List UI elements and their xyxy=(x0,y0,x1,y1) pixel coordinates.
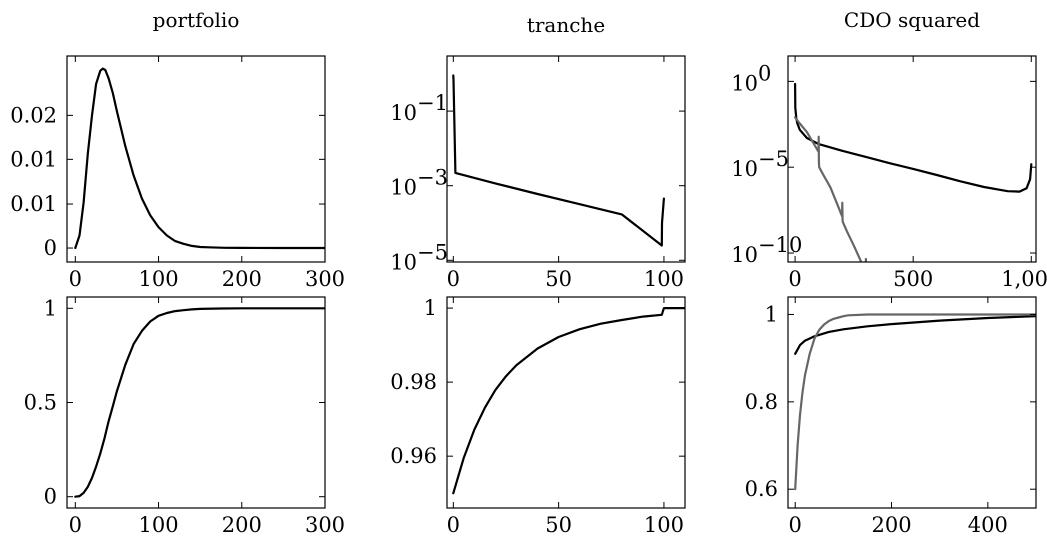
y-tick-exponent: −10 xyxy=(758,233,802,257)
y-tick-label: 0.96 xyxy=(390,444,437,468)
x-tick-label: 50 xyxy=(545,267,572,291)
x-tick-label: 200 xyxy=(222,513,262,537)
y-tick-label: 0 xyxy=(44,485,57,509)
plot-frame xyxy=(787,296,1037,509)
panel-title: portfolio xyxy=(153,8,240,32)
plot-frame xyxy=(66,55,326,263)
x-tick-label: 300 xyxy=(305,513,345,537)
x-tick-label: 0 xyxy=(69,513,82,537)
x-tick-label: 300 xyxy=(305,267,345,291)
x-tick-label: 0 xyxy=(447,513,460,537)
y-tick-label: 10 xyxy=(731,157,758,181)
plot-frame xyxy=(66,296,326,509)
series-line-0 xyxy=(452,74,666,247)
x-tick-label: 0 xyxy=(788,267,801,291)
series-line-0 xyxy=(74,67,325,250)
chart-panel-top-left: portfolio 0 100 200 300 0 0.01 0.01 0.02 xyxy=(10,8,345,291)
series-line-1 xyxy=(794,313,1036,491)
chart-panel-bottom-left: 0 100 200 300 0 0.5 1 xyxy=(24,296,345,537)
panel-title: tranche xyxy=(527,13,605,37)
y-tick-label: 0.98 xyxy=(390,370,437,394)
y-tick-label: 1 xyxy=(44,296,57,320)
y-tick-label: 0 xyxy=(44,236,57,260)
x-tick-label: 400 xyxy=(968,513,1008,537)
x-tick-label: 0 xyxy=(69,267,82,291)
y-tick-label: 0.5 xyxy=(24,391,57,415)
y-tick-exponent: −3 xyxy=(417,166,448,190)
plot-frame xyxy=(446,296,686,509)
y-tick-label: 10 xyxy=(390,176,417,200)
y-tick-exponent: −1 xyxy=(417,91,448,115)
series-line-0 xyxy=(452,307,685,495)
y-tick-label: 10 xyxy=(731,243,758,267)
y-tick-label: 10 xyxy=(390,101,417,125)
chart-panel-bottom-middle: 0 50 100 0.96 0.98 1 xyxy=(390,296,686,537)
series-line-0 xyxy=(74,307,325,498)
x-tick-label: 100 xyxy=(644,267,684,291)
chart-panel-bottom-right: 0 200 400 0.6 0.8 1 xyxy=(745,296,1037,537)
x-tick-label: 100 xyxy=(644,513,684,537)
x-tick-label: 500 xyxy=(893,267,933,291)
panel-title: CDO squared xyxy=(844,8,980,32)
y-tick-label: 0.8 xyxy=(745,390,778,414)
x-tick-label: 0 xyxy=(789,513,802,537)
y-tick-exponent: −5 xyxy=(758,147,789,171)
y-tick-label: 0.6 xyxy=(745,477,778,501)
y-tick-label: 10 xyxy=(731,71,758,95)
x-tick-label: 0 xyxy=(447,267,460,291)
series-line-0 xyxy=(794,315,1036,355)
x-tick-label: 200 xyxy=(222,267,262,291)
y-tick-label: 0.02 xyxy=(10,103,57,127)
x-tick-label: 50 xyxy=(545,513,572,537)
y-tick-exponent: 0 xyxy=(758,61,771,85)
x-tick-label: 1,000 xyxy=(1001,267,1047,291)
plot-frame xyxy=(787,55,1037,263)
y-tick-label: 0.01 xyxy=(10,192,57,216)
x-tick-label: 200 xyxy=(871,513,911,537)
series-line-0 xyxy=(793,82,1033,193)
y-tick-label: 10 xyxy=(390,250,417,274)
series-line-1 xyxy=(793,116,868,262)
x-tick-label: 100 xyxy=(139,267,179,291)
y-tick-label: 1 xyxy=(424,296,437,320)
plot-frame xyxy=(446,55,686,263)
y-tick-label: 1 xyxy=(765,302,778,326)
y-tick-exponent: −5 xyxy=(417,240,448,264)
y-tick-label: 0.01 xyxy=(10,147,57,171)
x-tick-label: 100 xyxy=(139,513,179,537)
